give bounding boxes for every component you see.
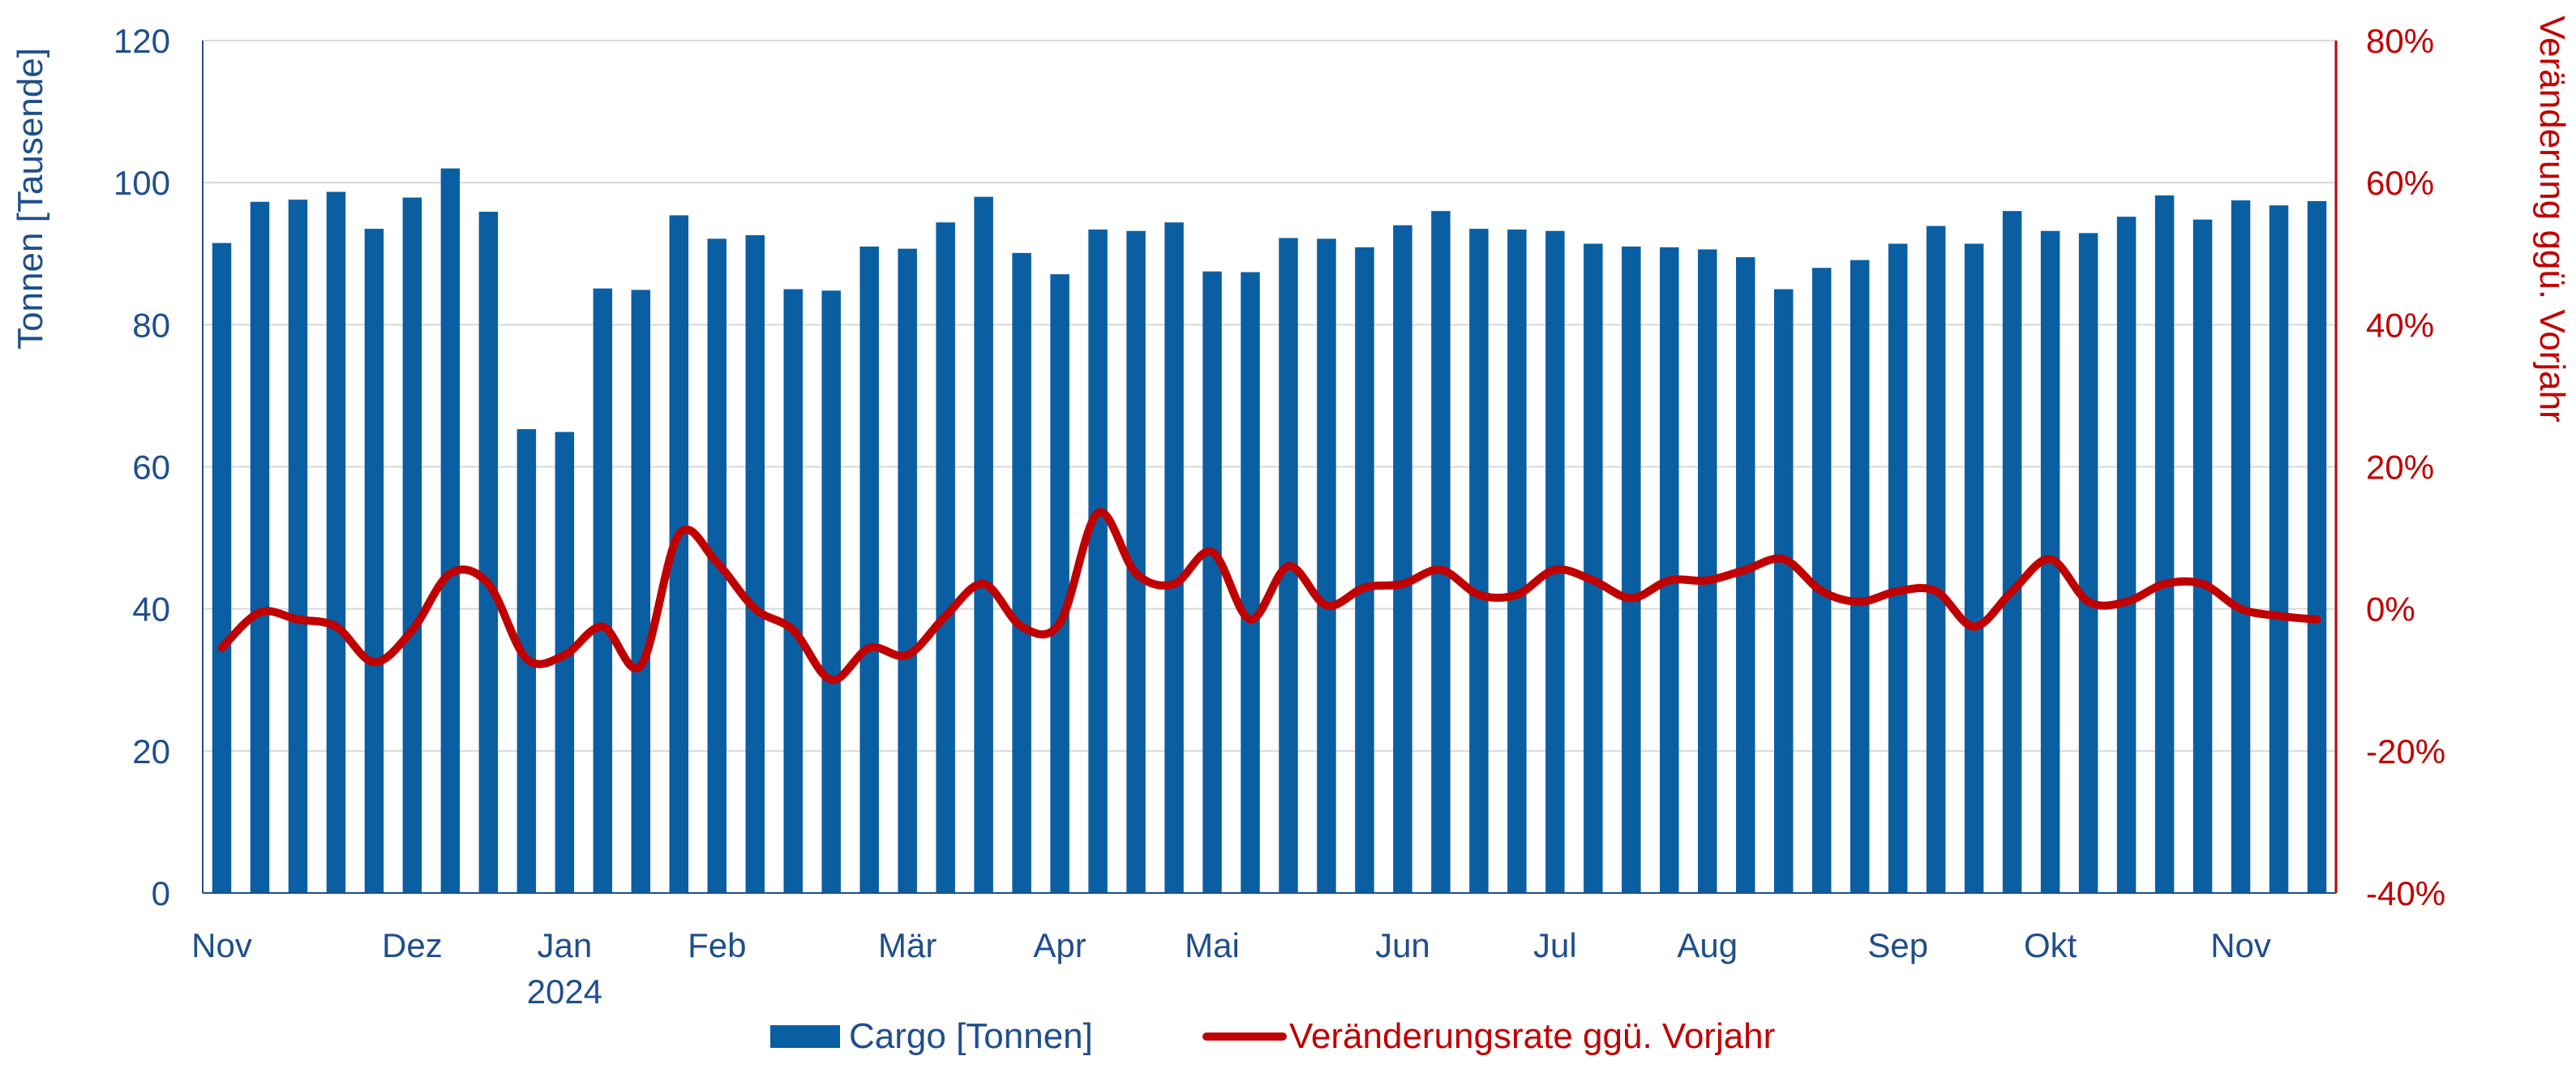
y-tick-label-left: 80 — [132, 306, 170, 344]
y-tick-label-right: 40% — [2366, 306, 2434, 344]
legend: Cargo [Tonnen] Veränderungsrate ggü. Vor… — [770, 1016, 1775, 1056]
bar — [745, 234, 765, 893]
y-tick-label-right: -20% — [2366, 732, 2445, 771]
bar — [1317, 238, 1336, 893]
bar — [898, 248, 917, 894]
rate-line — [217, 508, 2321, 685]
y-axis-title-right: Veränderung ggü. Vorjahr — [2532, 15, 2572, 423]
y-tick-label-left: 40 — [132, 590, 170, 629]
x-tick-label: Feb — [688, 926, 746, 964]
bar — [1088, 229, 1108, 893]
bar — [631, 290, 651, 894]
bar — [1849, 260, 1870, 893]
x-tick-label: Nov — [2210, 926, 2271, 964]
bar — [1660, 247, 1679, 893]
bar — [555, 431, 575, 893]
y-tick-label-left: 20 — [132, 732, 170, 771]
y-tick-label-left: 0 — [152, 874, 170, 912]
bar — [1926, 225, 1946, 893]
bar — [212, 243, 232, 893]
axes — [202, 41, 2338, 894]
bar — [859, 246, 879, 893]
bar — [1736, 257, 1755, 894]
bar — [2307, 200, 2327, 893]
bar — [593, 288, 613, 893]
y-tick-label-right: 20% — [2366, 449, 2434, 487]
x-tick-label: Jun — [1375, 926, 1430, 964]
bar — [440, 168, 461, 893]
bar — [288, 200, 308, 894]
bar — [1241, 272, 1260, 893]
bar — [669, 215, 689, 894]
y-axis-title-left: Tonnen [Tausende] — [11, 48, 50, 350]
bar — [1393, 225, 1412, 893]
bar — [2078, 233, 2098, 893]
bar — [1126, 230, 1146, 893]
x-tick-label: Sep — [1867, 926, 1928, 964]
bar — [1774, 289, 1794, 894]
bar — [2002, 211, 2022, 893]
y-tick-label-right: -40% — [2366, 874, 2445, 912]
tick-labels: 0 -40% 20 -20% 40 0% 60 20% 80 40% 100 60% 120 80% Nov… — [114, 22, 2445, 1011]
bar — [250, 201, 270, 894]
bar — [1811, 268, 1832, 893]
bar — [1431, 211, 1451, 893]
bar — [478, 212, 499, 894]
bar — [402, 197, 422, 893]
bar — [1584, 243, 1603, 893]
bar — [821, 290, 841, 893]
bar — [1888, 243, 1908, 893]
bar — [2231, 200, 2251, 893]
x-tick-label: Aug — [1677, 926, 1738, 964]
bar — [1202, 271, 1222, 893]
y-tick-label-right: 60% — [2366, 164, 2434, 202]
bar — [1964, 243, 1984, 893]
y-tick-label-right: 80% — [2366, 22, 2434, 60]
legend-swatch-bar — [770, 1025, 840, 1048]
bar — [1012, 252, 1031, 894]
bar — [1622, 246, 1641, 893]
bar — [783, 289, 803, 894]
y-tick-label-left: 120 — [114, 22, 170, 60]
bar — [936, 222, 955, 893]
bar — [2269, 205, 2289, 893]
bar — [2116, 217, 2137, 893]
x-tick-label: Nov — [191, 926, 252, 964]
y-tick-label-left: 100 — [114, 164, 170, 202]
bar — [1164, 222, 1184, 893]
x-tick-label: Jan — [537, 926, 592, 964]
legend-label-bar: Cargo [Tonnen] — [849, 1016, 1093, 1056]
x-tick-label: Mär — [878, 926, 937, 964]
bar — [1050, 274, 1069, 893]
bar — [1698, 249, 1717, 893]
bar — [974, 196, 993, 893]
bar-series — [212, 168, 2327, 894]
x-tick-label: Dez — [382, 926, 443, 964]
line-series — [217, 508, 2321, 685]
x-tick-label: Apr — [1033, 926, 1086, 964]
y-tick-label-right: 0% — [2366, 590, 2415, 629]
bar — [1545, 230, 1565, 893]
legend-label-line: Veränderungsrate ggü. Vorjahr — [1289, 1016, 1775, 1056]
bar — [1507, 229, 1527, 893]
bar — [1355, 247, 1374, 893]
x-tick-label: Jul — [1533, 926, 1577, 964]
y-tick-label-left: 60 — [132, 449, 170, 487]
x-tick-sublabel: 2024 — [527, 972, 602, 1011]
bar — [2154, 195, 2175, 894]
bar — [364, 229, 384, 893]
bar — [1469, 229, 1489, 893]
bar — [326, 191, 346, 894]
x-tick-label: Okt — [2024, 926, 2077, 964]
x-tick-label: Mai — [1185, 926, 1240, 964]
bar — [2192, 219, 2213, 894]
